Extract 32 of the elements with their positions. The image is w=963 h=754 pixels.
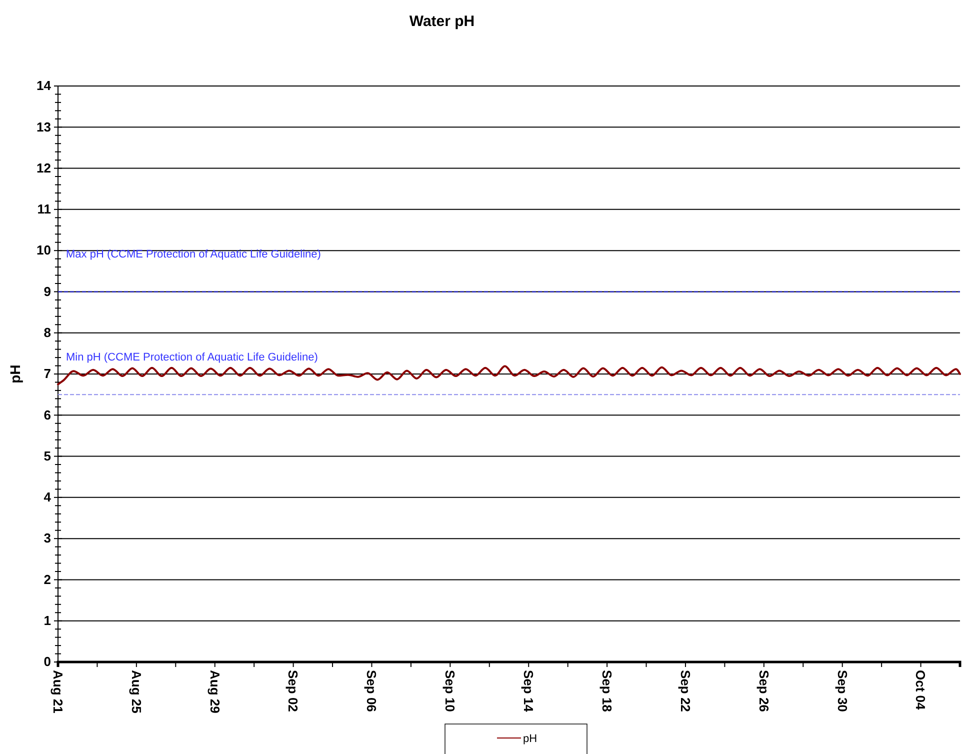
y-tick-label: 3 — [44, 530, 51, 546]
x-tick-label: Aug 29 — [207, 670, 222, 714]
y-tick-label: 4 — [44, 490, 52, 505]
y-tick-label: 6 — [44, 407, 51, 422]
x-tick-label: Sep 14 — [521, 670, 536, 713]
y-tick-label: 1 — [44, 613, 51, 628]
y-tick-label: 5 — [44, 448, 51, 464]
y-tick-label: 10 — [36, 242, 51, 258]
x-tick-label: Sep 22 — [678, 670, 693, 712]
y-tick-label: 11 — [37, 202, 51, 217]
x-tick-label: Oct 04 — [913, 670, 928, 711]
x-tick-label: Sep 06 — [364, 670, 380, 712]
x-tick-label: Sep 26 — [756, 670, 772, 712]
ref-line-label: Min pH (CCME Protection of Aquatic Life Guideline) — [66, 352, 318, 364]
legend-label: pH — [523, 733, 538, 745]
y-tick-label: 2 — [44, 572, 51, 587]
y-tick-label: 14 — [36, 78, 52, 94]
y-tick-label: 12 — [36, 160, 51, 176]
y-tick-label: 0 — [44, 654, 51, 670]
x-tick-label: Aug 25 — [128, 670, 144, 714]
x-tick-label: Sep 18 — [599, 670, 614, 712]
x-tick-label: Sep 02 — [286, 670, 301, 712]
ref-line-label: Max pH (CCME Protection of Aquatic Life Guideline) — [66, 248, 321, 261]
y-tick-label: 9 — [44, 284, 51, 299]
chart-title: Water pH — [409, 13, 475, 30]
y-tick-label: 7 — [44, 366, 51, 382]
y-tick-label: 8 — [44, 325, 51, 340]
x-tick-label: Sep 10 — [442, 670, 458, 712]
x-tick-label: Sep 30 — [834, 670, 850, 712]
y-tick-label: 13 — [36, 119, 51, 134]
x-tick-label: Aug 21 — [50, 670, 66, 714]
y-axis-title: pH — [7, 364, 23, 384]
